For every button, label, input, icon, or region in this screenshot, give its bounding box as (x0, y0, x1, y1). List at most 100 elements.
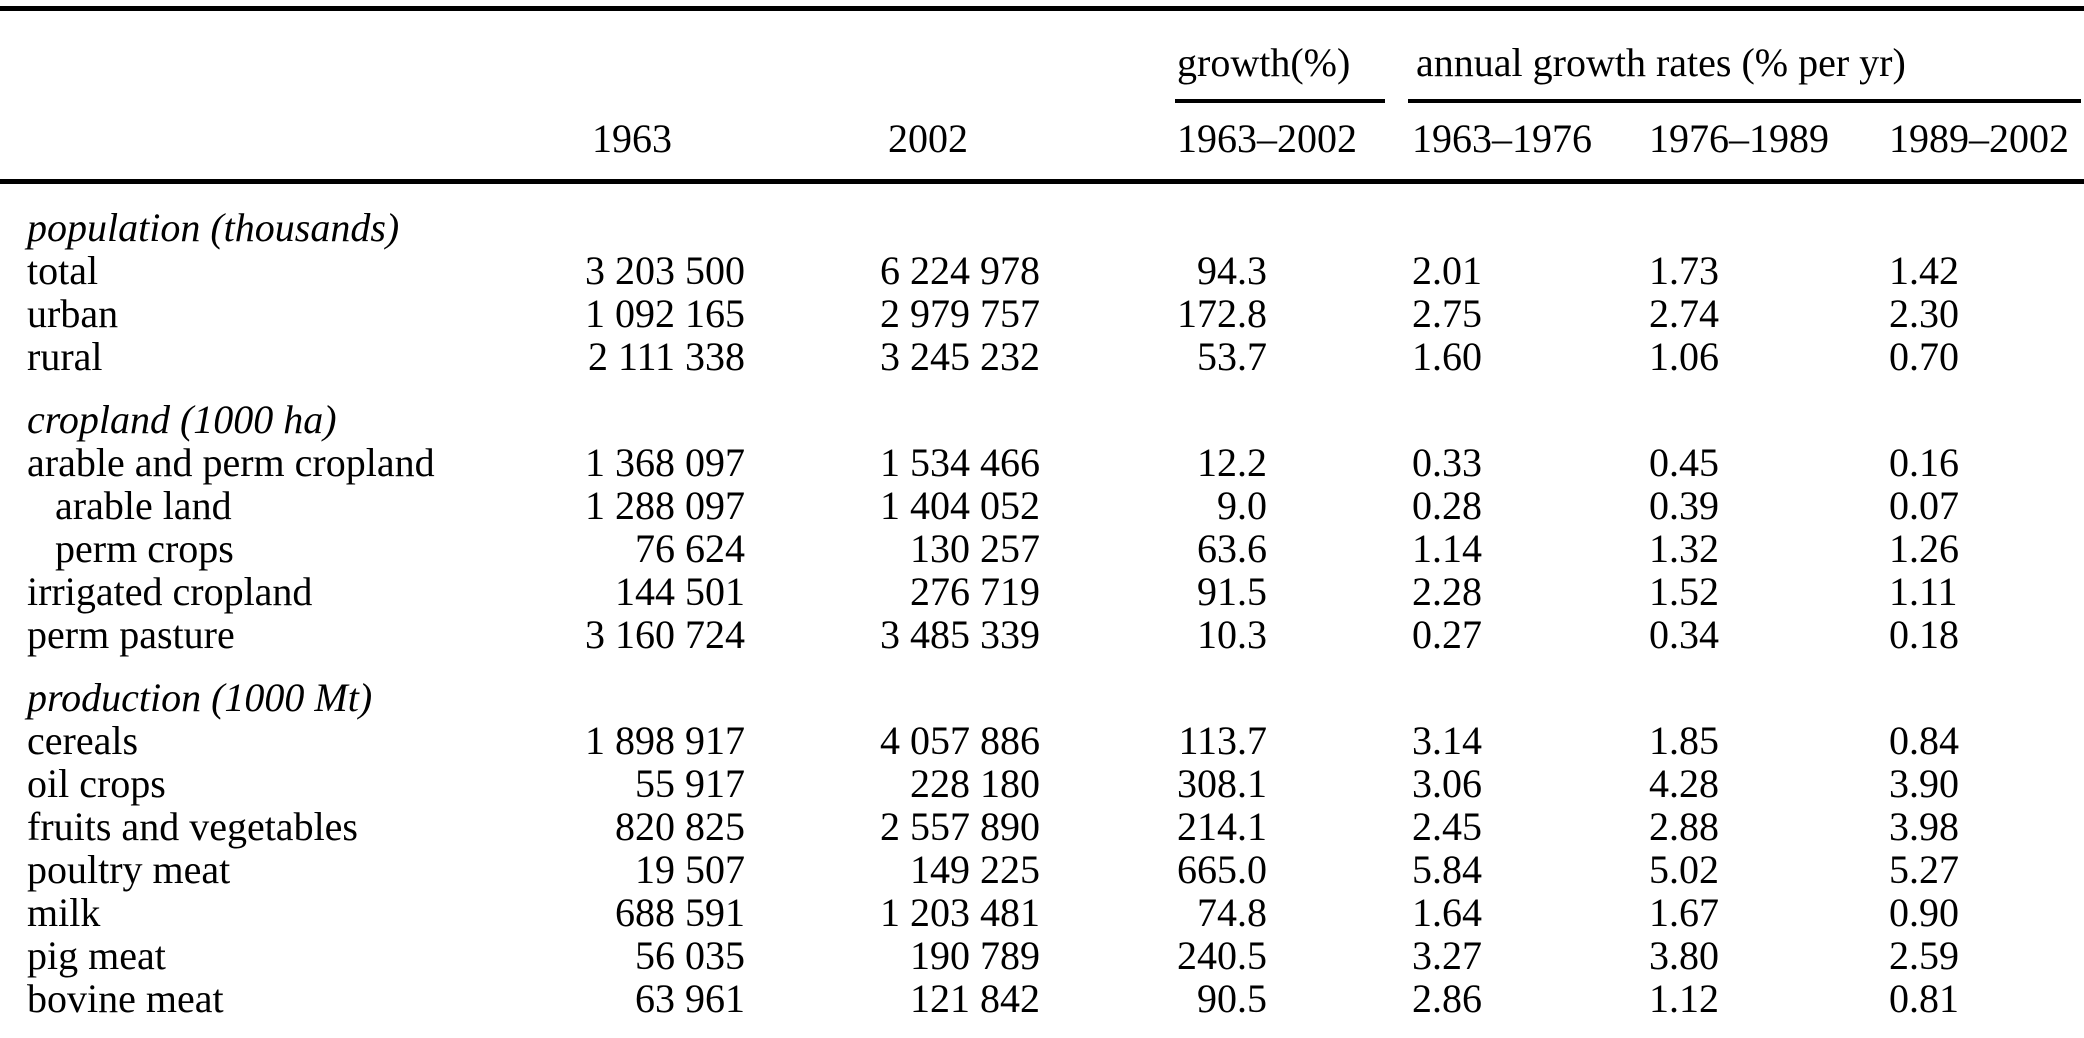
value-rate-1989-2002: 0.07 (1889, 483, 1959, 528)
value-1963: 1 898 917 (585, 718, 745, 763)
value-rate-1976-1989: 1.32 (1649, 526, 1719, 571)
value-2002: 228 180 (910, 761, 1040, 806)
value-1963: 19 507 (635, 847, 745, 892)
table-row: oil crops 55 917 228 180 308.1 3.06 4.28 3.90 (0, 762, 2084, 805)
row-label: pig meat (27, 933, 166, 978)
value-rate-1963-1976: 1.60 (1412, 334, 1482, 379)
value-rate-1976-1989: 1.67 (1649, 890, 1719, 935)
group-header-row: growth(%) annual growth rates (% per yr) (0, 9, 2084, 103)
value-rate-1989-2002: 2.59 (1889, 933, 1959, 978)
annual-growth-spanner-cell: annual growth rates (% per yr) (1400, 9, 2084, 103)
value-rate-1989-2002: 0.81 (1889, 976, 1959, 1021)
value-rate-1963-1976: 2.28 (1412, 569, 1482, 614)
value-2002: 121 842 (910, 976, 1040, 1021)
row-label: poultry meat (27, 847, 231, 892)
growth-spanner-rule: growth(%) (1175, 41, 1385, 103)
value-rate-1976-1989: 0.39 (1649, 483, 1719, 528)
value-rate-1989-2002: 0.90 (1889, 890, 1959, 935)
value-rate-1989-2002: 3.98 (1889, 804, 1959, 849)
row-label: urban (27, 291, 119, 336)
section-header-row: cropland (1000 ha) (0, 378, 2084, 441)
value-rate-1976-1989: 1.52 (1649, 569, 1719, 614)
value-growth-percent: 90.5 (1197, 976, 1267, 1021)
col-header-period-1963-1976: 1963–1976 (1400, 103, 1645, 184)
value-rate-1963-1976: 3.27 (1412, 933, 1482, 978)
table-row: bovine meat 63 961 121 842 90.5 2.86 1.12 0.81 (0, 977, 2084, 1020)
value-1963: 56 035 (635, 933, 745, 978)
value-rate-1989-2002: 1.42 (1889, 248, 1959, 293)
table-row: cereals 1 898 917 4 057 886 113.7 3.14 1.85 0.… (0, 719, 2084, 762)
table-row: rural 2 111 338 3 245 232 53.7 1.60 1.06 0.70 (0, 335, 2084, 378)
table-row: fruits and vegetables 820 825 2 557 890 214… (0, 805, 2084, 848)
value-growth-percent: 665.0 (1177, 847, 1267, 892)
value-growth-percent: 240.5 (1177, 933, 1267, 978)
value-growth-percent: 63.6 (1197, 526, 1267, 571)
value-rate-1989-2002: 5.27 (1889, 847, 1959, 892)
col-header-period-1989-2002: 1989–2002 (1885, 103, 2084, 184)
value-1963: 2 111 338 (587, 334, 745, 379)
value-rate-1963-1976: 1.64 (1412, 890, 1482, 935)
table-row: perm crops 76 624 130 257 63.6 1.14 1.32 1.26 (0, 527, 2084, 570)
value-growth-percent: 308.1 (1177, 761, 1267, 806)
value-1963: 1 288 097 (585, 483, 745, 528)
value-rate-1963-1976: 2.86 (1412, 976, 1482, 1021)
value-rate-1963-1976: 3.14 (1412, 718, 1482, 763)
table-row: arable land 1 288 097 1 404 052 9.0 0.28 0.39… (0, 484, 2084, 527)
value-growth-percent: 9.0 (1217, 483, 1267, 528)
value-1963: 55 917 (635, 761, 745, 806)
table-row: irrigated cropland 144 501 276 719 91.5 2.28… (0, 570, 2084, 613)
value-rate-1989-2002: 2.30 (1889, 291, 1959, 336)
value-1963: 63 961 (635, 976, 745, 1021)
value-rate-1989-2002: 0.84 (1889, 718, 1959, 763)
value-2002: 276 719 (910, 569, 1040, 614)
table-row: urban 1 092 165 2 979 757 172.8 2.75 2.74 2.30 (0, 292, 2084, 335)
growth-spanner-cell: growth(%) (1065, 9, 1400, 103)
value-rate-1989-2002: 0.16 (1889, 440, 1959, 485)
value-growth-percent: 74.8 (1197, 890, 1267, 935)
value-growth-percent: 172.8 (1177, 291, 1267, 336)
value-rate-1963-1976: 0.27 (1412, 612, 1482, 657)
row-label: irrigated cropland (27, 569, 313, 614)
col-header-2002: 2002 (770, 103, 1065, 184)
value-1963: 1 092 165 (585, 291, 745, 336)
value-rate-1976-1989: 0.34 (1649, 612, 1719, 657)
value-growth-percent: 10.3 (1197, 612, 1267, 657)
value-rate-1989-2002: 3.90 (1889, 761, 1959, 806)
value-2002: 130 257 (910, 526, 1040, 571)
value-rate-1989-2002: 1.11 (1889, 569, 1958, 614)
growth-spanner-label: growth(%) (1177, 40, 1351, 85)
value-1963: 144 501 (615, 569, 745, 614)
col-header-period-1976-1989: 1976–1989 (1645, 103, 1885, 184)
value-growth-percent: 53.7 (1197, 334, 1267, 379)
value-2002: 3 245 232 (880, 334, 1040, 379)
value-2002: 149 225 (910, 847, 1040, 892)
annual-growth-spanner-rule: annual growth rates (% per yr) (1408, 40, 2082, 103)
value-rate-1963-1976: 0.28 (1412, 483, 1482, 528)
col-header-growth-period: 1963–2002 (1065, 103, 1400, 184)
value-rate-1963-1976: 2.01 (1412, 248, 1482, 293)
row-label: arable and perm cropland (27, 440, 435, 485)
row-label: fruits and vegetables (27, 804, 358, 849)
column-header-row: 1963 2002 1963–2002 1963–1976 1976–1989 … (0, 103, 2084, 184)
row-label-header-cell (0, 103, 555, 184)
value-growth-percent: 94.3 (1197, 248, 1267, 293)
value-rate-1976-1989: 1.06 (1649, 334, 1719, 379)
value-1963: 76 624 (635, 526, 745, 571)
value-1963: 3 203 500 (585, 248, 745, 293)
value-rate-1976-1989: 1.12 (1649, 976, 1719, 1021)
annual-growth-spanner-label: annual growth rates (% per yr) (1416, 40, 1906, 85)
row-label: bovine meat (27, 976, 224, 1021)
value-rate-1963-1976: 3.06 (1412, 761, 1482, 806)
value-rate-1976-1989: 0.45 (1649, 440, 1719, 485)
table-row: arable and perm cropland 1 368 097 1 534 4… (0, 441, 2084, 484)
col-header-1963: 1963 (555, 103, 770, 184)
value-2002: 190 789 (910, 933, 1040, 978)
value-rate-1976-1989: 4.28 (1649, 761, 1719, 806)
value-growth-percent: 113.7 (1178, 718, 1267, 763)
value-rate-1989-2002: 0.70 (1889, 334, 1959, 379)
section-title: cropland (1000 ha) (27, 397, 337, 442)
value-2002: 3 485 339 (880, 612, 1040, 657)
value-growth-percent: 91.5 (1197, 569, 1267, 614)
section-header-row: population (thousands) (0, 182, 2084, 250)
